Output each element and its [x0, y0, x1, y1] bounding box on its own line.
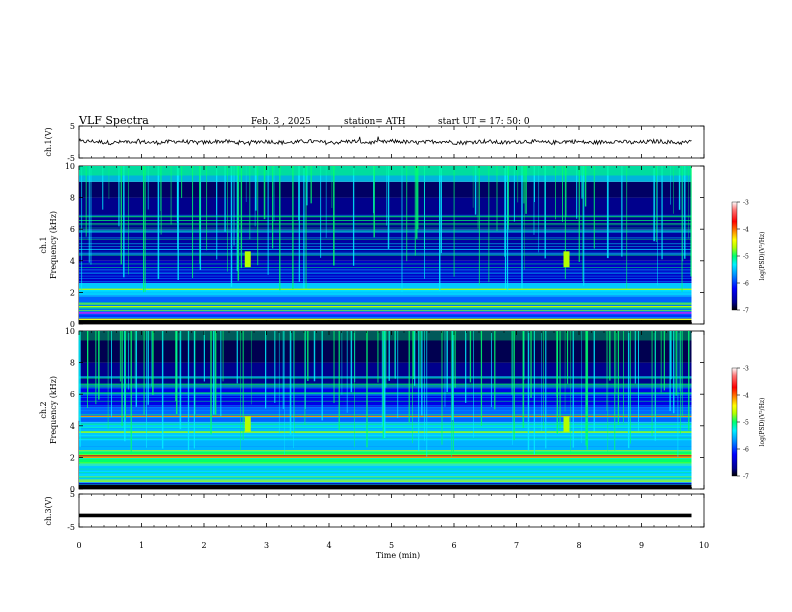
- y-tick-label: 0: [70, 320, 75, 329]
- x-axis-label: Time (min): [376, 551, 420, 560]
- y-tick-label: 5: [70, 490, 75, 499]
- ch2-spectrogram-ylabel-channel: ch.2: [39, 401, 48, 418]
- y-tick-label: 10: [65, 327, 75, 336]
- y-tick-label: 6: [70, 390, 75, 399]
- y-tick-label: 2: [70, 453, 75, 462]
- y-tick-label: -5: [67, 523, 75, 532]
- x-tick-label: 2: [201, 541, 206, 550]
- ch1-spectrogram-ylabel-frequency: Frequency (kHz): [49, 211, 58, 279]
- colorbar-tick-label: -5: [743, 420, 749, 427]
- colorbar-tick-label: -7: [743, 308, 749, 315]
- ch1-spectrogram-image: [79, 166, 692, 324]
- colorbar-tick-label: -4: [743, 227, 749, 234]
- y-tick-label: 6: [70, 225, 75, 234]
- ch1-colorbar-gradient: [731, 201, 738, 311]
- y-tick-label: 8: [70, 359, 75, 368]
- figure-title: VLF Spectra: [78, 114, 149, 127]
- ch3-waveform-panel: [78, 493, 705, 528]
- y-tick-label: 8: [70, 194, 75, 203]
- y-tick-label: 2: [70, 288, 75, 297]
- ch3-waveform-ylabel: ch.3(V): [44, 496, 53, 525]
- spectrogram-blob: [563, 416, 570, 433]
- colorbar-tick-label: -7: [743, 474, 749, 481]
- ch1-colorbar-label: log(PSD)(V²/Hz): [759, 232, 766, 281]
- x-tick-label: 4: [326, 541, 331, 550]
- x-tick-label: 8: [576, 541, 581, 550]
- ch3-waveform-line: [79, 513, 692, 518]
- y-tick-label: 0: [70, 485, 75, 494]
- spectrogram-top-band: [79, 166, 692, 176]
- spectrogram-band: [79, 229, 692, 261]
- colorbar-tick-label: -6: [743, 447, 749, 454]
- ch3-waveform-plot: [79, 513, 692, 518]
- colorbar-tick-label: -6: [743, 281, 749, 288]
- ch2-colorbar: -3 -4 -5 -6 -7 log(PSD)(V²/Hz): [731, 366, 766, 481]
- colorbar-tick-label: -3: [743, 200, 749, 207]
- x-tick-label: 10: [699, 541, 709, 550]
- ch1-waveform-ylabel: ch.1(V): [44, 127, 53, 156]
- x-ticks: 0 1 2 3 4 5 6 7 8 9 10: [76, 126, 709, 550]
- ch1-colorbar-ticks: -3 -4 -5 -6 -7: [737, 200, 749, 315]
- ch2-colorbar-gradient: [731, 367, 738, 477]
- x-tick-label: 3: [264, 541, 269, 550]
- spectrogram-bottom-band: [79, 485, 692, 489]
- start-time-label: start UT = 17: 50: 0: [438, 117, 530, 127]
- ch2-spectrogram-image: [78, 331, 692, 489]
- colorbar-tick-label: -4: [743, 393, 749, 400]
- date-label: Feb. 3 , 2025: [251, 117, 311, 127]
- x-tick-label: 1: [139, 541, 144, 550]
- y-tick-label: 4: [70, 422, 75, 431]
- spectrogram-bottom-band: [79, 320, 692, 324]
- spectrogram-blob: [244, 251, 251, 268]
- ch2-spectrogram-ylabel-frequency: Frequency (kHz): [49, 376, 58, 444]
- x-tick-label: 5: [389, 541, 394, 550]
- y-tick-label: 5: [70, 122, 75, 131]
- x-tick-label: 7: [514, 541, 519, 550]
- ch1-colorbar: -3 -4 -5 -6 -7 log(PSD)(V²/Hz): [731, 200, 766, 315]
- colorbar-tick-label: -3: [743, 366, 749, 373]
- spectrogram-blob: [563, 251, 570, 268]
- spectrogram-blob: [244, 416, 251, 433]
- station-label: station= ATH: [344, 117, 406, 127]
- x-tick-label: 0: [76, 541, 81, 550]
- y-tick-label: 10: [65, 162, 75, 171]
- spectrogram-band: [79, 463, 692, 483]
- y-tick-label: -5: [67, 154, 75, 163]
- colorbar-tick-label: -5: [743, 254, 749, 261]
- ch1-spectrogram-ylabel-channel: ch.1: [39, 236, 48, 253]
- spectrogram-band: [79, 438, 692, 452]
- x-tick-label: 6: [451, 541, 456, 550]
- ch2-colorbar-label: log(PSD)(V²/Hz): [759, 398, 766, 447]
- ch1-waveform-plot: [78, 136, 692, 147]
- spectrogram-band: [79, 197, 692, 230]
- spectrogram-top-band: [79, 331, 692, 341]
- ch1-waveform-line: [78, 136, 692, 147]
- y-tick-label: 4: [70, 257, 75, 266]
- ch2-colorbar-ticks: -3 -4 -5 -6 -7: [737, 366, 749, 481]
- x-tick-label: 9: [639, 541, 644, 550]
